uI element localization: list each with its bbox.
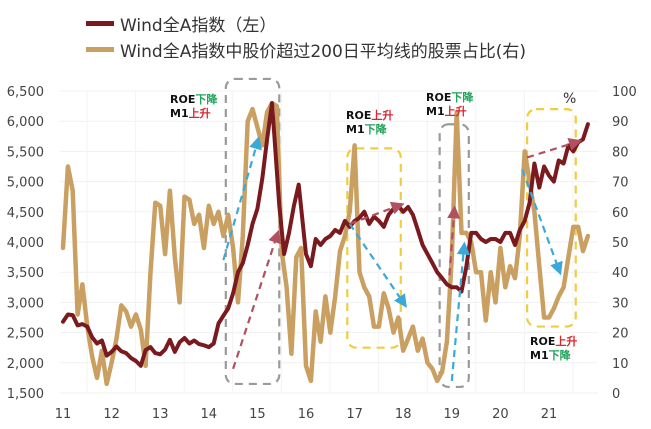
- y-right-tick-label: 90: [612, 115, 629, 130]
- trend-arrow: [450, 241, 470, 382]
- y-left-tick-label: 2,500: [7, 327, 44, 342]
- y-left-tick-label: 6,500: [7, 85, 44, 100]
- svg-text:ROE上升: ROE上升: [346, 108, 393, 122]
- y-axis-left: 6,500 6,000 5,500 5,000 4,500 4,000 3,500 3,000…: [7, 85, 44, 402]
- y-right-tick-label: 30: [612, 296, 629, 311]
- svg-text:ROE下降: ROE下降: [426, 90, 474, 104]
- svg-text:M1上升: M1上升: [426, 104, 467, 118]
- data-series: [60, 100, 591, 387]
- series-above-200ma-line: [60, 100, 591, 387]
- chart-legend: Wind全A指数（左） Wind全A指数中股价超过200日平均线的股票占比(右): [86, 10, 526, 62]
- series-wind-index-line: [61, 101, 590, 368]
- y-left-tick-label: 4,000: [7, 236, 44, 251]
- y-left-tick-label: 5,000: [7, 176, 44, 191]
- x-tick-label: 16: [298, 407, 315, 422]
- y-right-tick-label: 60: [612, 206, 629, 221]
- dashed-highlight-box: [224, 77, 281, 386]
- trend-arrows: [222, 135, 583, 382]
- legend-item-wind-index: Wind全A指数（左）: [86, 10, 526, 36]
- x-tick-label: 13: [152, 407, 169, 422]
- dashed-highlight-box: [346, 147, 402, 349]
- x-tick-label: 15: [249, 407, 266, 422]
- y-left-tick-label: 3,500: [7, 266, 44, 281]
- y-right-tick-label: 10: [612, 357, 629, 372]
- x-tick-label: 11: [55, 407, 72, 422]
- y-left-tick-label: 6,000: [7, 115, 44, 130]
- y-right-tick-label: 0: [612, 387, 620, 402]
- x-tick-label: 21: [541, 407, 558, 422]
- x-tick-label: 19: [444, 407, 461, 422]
- x-tick-label: 20: [492, 407, 509, 422]
- svg-text:M1上升: M1上升: [170, 106, 211, 120]
- trend-arrow: [348, 223, 407, 308]
- annotation-2: ROE上升 M1下降: [346, 108, 393, 136]
- svg-text:M1下降: M1下降: [530, 348, 572, 362]
- x-tick-label: 17: [346, 407, 363, 422]
- y-right-tick-label: 80: [612, 145, 629, 160]
- x-tick-label: 12: [103, 407, 120, 422]
- y-left-tick-label: 5,500: [7, 145, 44, 160]
- x-tick-label: 14: [201, 407, 218, 422]
- trend-arrow: [521, 169, 563, 276]
- y-right-tick-label: 50: [612, 236, 629, 251]
- annotation-1: ROE下降 M1上升: [170, 92, 218, 120]
- y-right-tick-label: 100: [612, 85, 637, 100]
- svg-text:ROE下降: ROE下降: [170, 92, 218, 106]
- legend-label-above-200ma: Wind全A指数中股价超过200日平均线的股票占比(右): [120, 41, 527, 62]
- annotation-3: ROE下降 M1上升: [426, 90, 474, 118]
- legend-item-above-200ma: Wind全A指数中股价超过200日平均线的股票占比(右): [86, 36, 526, 62]
- y-left-tick-label: 2,000: [7, 357, 44, 372]
- x-axis: 11 12 13 14 15 16 17 18 19 20 21: [55, 407, 558, 422]
- trend-arrow: [222, 135, 262, 261]
- dashed-highlight-box: [526, 108, 577, 328]
- trend-arrow: [349, 201, 405, 225]
- svg-text:M1下降: M1下降: [346, 122, 388, 136]
- annotation-4: ROE上升 M1下降: [530, 334, 577, 362]
- legend-swatch-wind-index: [86, 20, 114, 26]
- x-tick-label: 18: [395, 407, 412, 422]
- legend-label-wind-index: Wind全A指数（左）: [120, 15, 277, 36]
- legend-swatch-above-200ma: [86, 46, 114, 52]
- y-left-tick-label: 3,000: [7, 296, 44, 311]
- y-right-tick-label: 40: [612, 266, 629, 281]
- y-right-tick-label: 20: [612, 327, 629, 342]
- y-left-tick-label: 1,500: [7, 387, 44, 402]
- y-right-tick-label: 70: [612, 176, 629, 191]
- y-left-tick-label: 4,500: [7, 206, 44, 221]
- trend-arrow: [526, 137, 583, 159]
- trend-arrow: [447, 205, 461, 276]
- percent-unit-label: %: [563, 91, 576, 107]
- svg-text:ROE上升: ROE上升: [530, 334, 577, 348]
